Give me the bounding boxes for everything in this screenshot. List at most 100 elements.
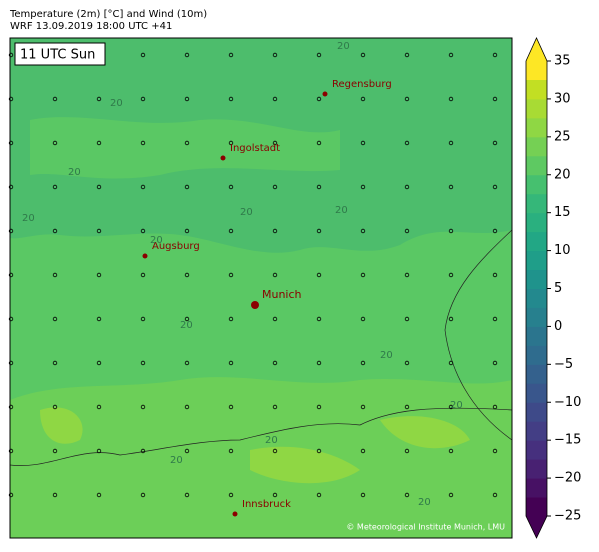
contour-label: 20 [240, 207, 253, 218]
wind-station [448, 184, 454, 190]
colorbar-tick-label: 30 [554, 91, 571, 106]
contour-label: 20 [335, 205, 348, 216]
time-box [14, 42, 106, 66]
colorbar-tick-label: 10 [554, 243, 571, 258]
wind-station [360, 272, 366, 278]
wind-station [52, 272, 58, 278]
wind-station [228, 96, 234, 102]
colorbar-tick-label: 35 [554, 54, 571, 69]
wind-station [404, 140, 410, 146]
wind-station [96, 492, 102, 498]
wind-station [492, 140, 498, 146]
wind-station [184, 96, 190, 102]
wind-station [316, 360, 322, 366]
colorbar: −25 −20 −15 −10 −5 0 5 10 15 20 25 30 35 [525, 37, 581, 539]
city-marker [220, 155, 226, 161]
wind-station [360, 140, 366, 146]
wind-station [492, 316, 498, 322]
wind-station [492, 360, 498, 366]
wind-station [316, 272, 322, 278]
wind-station [448, 316, 454, 322]
wind-station [360, 52, 366, 58]
colorbar-band [526, 117, 547, 138]
contour-label: 20 [337, 41, 350, 52]
colorbar-band [526, 307, 547, 327]
wind-station [8, 184, 14, 190]
wind-station [96, 272, 102, 278]
wind-station [492, 272, 498, 278]
wind-station [8, 448, 14, 454]
wind-station [404, 52, 410, 58]
wind-station [316, 52, 322, 58]
wind-station [228, 140, 234, 146]
wind-station [96, 316, 102, 322]
wind-station [448, 272, 454, 278]
wind-station [184, 360, 190, 366]
colorbar-band [526, 250, 547, 271]
wind-station [404, 404, 410, 410]
wind-station [140, 316, 146, 322]
wind-station [8, 272, 14, 278]
border [444, 229, 513, 441]
colorbar-band [526, 136, 547, 157]
wind-station [360, 184, 366, 190]
wind-station [448, 448, 454, 454]
wind-station [96, 448, 102, 454]
wind-station [360, 228, 366, 234]
wind-station [272, 448, 278, 454]
colorbar-band [526, 383, 547, 403]
contour-label: 20 [68, 167, 81, 178]
wind-station [272, 184, 278, 190]
wind-station [404, 492, 410, 498]
wind-station [228, 448, 234, 454]
wind-station [448, 228, 454, 234]
colorbar-tick-label: −10 [554, 395, 581, 410]
wind-station [52, 96, 58, 102]
wind-station [140, 184, 146, 190]
wind-station [228, 360, 234, 366]
city-label: Ingolstadt [230, 143, 280, 154]
wind-station [140, 404, 146, 410]
wind-station [404, 316, 410, 322]
wind-station [360, 316, 366, 322]
wind-station [52, 140, 58, 146]
wind-station [184, 448, 190, 454]
wind-station [8, 492, 14, 498]
colorbar-band [526, 421, 547, 441]
city-marker [232, 511, 238, 517]
wind-station [140, 52, 146, 58]
contour-label: 20 [450, 400, 463, 411]
wind-station [184, 140, 190, 146]
wind-station [228, 52, 234, 58]
wind-station [8, 316, 14, 322]
wind-station [492, 404, 498, 410]
wind-station [316, 316, 322, 322]
colorbar-tick-label: 15 [554, 205, 571, 220]
wind-station [448, 492, 454, 498]
wind-station [52, 492, 58, 498]
wind-station [96, 404, 102, 410]
wind-station [140, 360, 146, 366]
wind-station [316, 228, 322, 234]
contour-label: 20 [380, 350, 393, 361]
colorbar-band [526, 459, 547, 479]
colorbar-band [526, 155, 547, 176]
wind-station [96, 96, 102, 102]
wind-station [492, 184, 498, 190]
wind-station [8, 52, 14, 58]
wind-station [228, 228, 234, 234]
wind-station [448, 140, 454, 146]
wind-station [272, 316, 278, 322]
colorbar-band [526, 98, 547, 119]
map: Regensburg Ingolstadt Augsburg Munich Innsbr… [8, 37, 513, 539]
city-label: Regensburg [332, 79, 392, 90]
city-label: Munich [262, 288, 302, 301]
wind-station [404, 448, 410, 454]
wind-station [448, 52, 454, 58]
contour-label: 20 [170, 455, 183, 466]
colorbar-band [526, 402, 547, 422]
wind-station [404, 184, 410, 190]
colorbar-tick-label: 20 [554, 167, 571, 182]
wind-station [184, 184, 190, 190]
wind-station [360, 404, 366, 410]
